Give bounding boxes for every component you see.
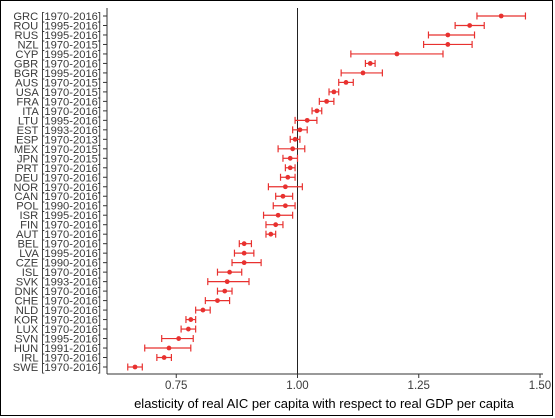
- estimate-point: [287, 155, 293, 161]
- y-tick-label: DEU [1970-2016]: [15, 172, 101, 184]
- estimate-point: [222, 288, 228, 294]
- estimate-point: [343, 80, 349, 85]
- estimate-point: [275, 212, 281, 218]
- estimate-point: [367, 61, 373, 66]
- y-tick-label: PRT [1970-2016]: [16, 163, 101, 175]
- y-tick-label: HUN [1991-2016]: [14, 343, 101, 355]
- y-tick-label: CHE [1970-2016]: [15, 296, 101, 308]
- estimate-point: [166, 345, 172, 351]
- y-tick-label: LTU [1995-2016]: [18, 115, 101, 127]
- y-tick-label: AUT [1970-2016]: [16, 229, 101, 241]
- y-tick-label: GRC [1970-2016]: [13, 11, 101, 23]
- y-tick-label: FIN [1970-2016]: [20, 220, 101, 232]
- y-tick-label: KOR [1970-2016]: [14, 315, 101, 327]
- y-tick-label: EST [1993-2016]: [17, 125, 101, 137]
- estimate-point: [324, 98, 329, 104]
- estimate-point: [200, 307, 206, 313]
- estimate-point: [285, 174, 291, 180]
- axis-layer: 0.75 1.00 1.25 1.50: [103, 8, 551, 392]
- estimate-point: [132, 364, 138, 370]
- y-tick-label: ITA [1970-2016]: [22, 106, 101, 118]
- estimate-point: [314, 108, 320, 114]
- x-tick-label: 1.50: [529, 380, 551, 392]
- y-tick-label: BEL [1970-2016]: [17, 239, 101, 251]
- y-tick-label: NZL [1970-2015]: [17, 39, 101, 51]
- estimate-point: [185, 326, 191, 332]
- y-tick-label: USA [1970-2015]: [16, 87, 101, 99]
- y-tick-label: RUS [1995-2016]: [15, 30, 101, 42]
- y-tick-label: FRA [1970-2016]: [16, 96, 101, 108]
- y-tick-label: LUX [1970-2016]: [16, 324, 101, 336]
- x-axis-title: elasticity of real AIC per capita with r…: [134, 396, 515, 411]
- y-tick-label: CZE [1990-2016]: [16, 258, 101, 270]
- estimate-point: [161, 355, 167, 360]
- estimate-point: [241, 260, 247, 266]
- point-layer: [132, 13, 504, 370]
- estimate-point: [290, 146, 296, 152]
- y-tick-label: SVN [1995-2016]: [15, 334, 101, 346]
- estimate-point: [445, 32, 451, 38]
- y-tick-label: NOR [1970-2016]: [13, 182, 101, 194]
- estimate-point: [241, 250, 247, 256]
- estimate-point: [282, 184, 288, 190]
- y-tick-label: LVA [1995-2016]: [19, 248, 101, 260]
- estimate-point: [467, 23, 473, 28]
- x-tick-label: 1.25: [408, 380, 430, 392]
- x-tick-label: 0.75: [165, 380, 187, 392]
- y-tick-label: ESP [1970-2013]: [16, 134, 101, 146]
- y-tick-label: NLD [1970-2016]: [16, 305, 101, 317]
- y-tick-label: BGR [1995-2016]: [14, 68, 101, 80]
- estimate-point: [224, 279, 230, 285]
- estimate-point: [445, 42, 451, 47]
- estimate-point: [215, 298, 220, 303]
- estimate-point: [241, 241, 247, 247]
- estimate-point: [176, 336, 182, 341]
- y-tick-label: IRL [1970-2016]: [21, 353, 101, 365]
- y-tick-label: AUS [1970-2015]: [15, 77, 101, 89]
- y-tick-label: SWE [1970-2016]: [13, 362, 101, 374]
- estimate-point: [282, 203, 288, 209]
- y-tick-label: DNK [1970-2016]: [15, 286, 101, 298]
- x-tick-label: 1.00: [286, 380, 308, 392]
- estimate-point: [273, 222, 279, 228]
- y-tick-label: POL [1990-2016]: [16, 201, 101, 213]
- y-tick-label: JPN [1970-2015]: [17, 153, 101, 165]
- y-tick-label: ROU [1995-2016]: [13, 20, 101, 32]
- y-tick-label: CAN [1970-2016]: [15, 191, 101, 203]
- y-tick-label: ISL [1970-2016]: [22, 267, 101, 279]
- y-tick-label: ISR [1995-2016]: [20, 210, 101, 222]
- estimate-point: [297, 127, 303, 133]
- estimate-point: [304, 117, 310, 123]
- y-label-layer: GRC [1970-2016]ROU [1995-2016]RUS [1995-…: [13, 11, 101, 374]
- y-tick-label: MEX [1970-2015]: [14, 144, 101, 156]
- estimate-point: [292, 136, 298, 142]
- estimate-point: [498, 13, 504, 19]
- error-bar-layer: [127, 12, 527, 371]
- estimate-point: [227, 269, 233, 275]
- y-tick-label: SVK [1993-2016]: [16, 277, 101, 289]
- estimate-point: [331, 89, 337, 95]
- y-tick-label: CYP [1995-2016]: [15, 49, 101, 61]
- estimate-point: [188, 317, 194, 322]
- estimate-point: [360, 70, 366, 76]
- y-tick-label: GBR [1970-2016]: [14, 58, 101, 70]
- estimate-point: [394, 51, 400, 57]
- estimate-point: [268, 231, 274, 237]
- estimate-point: [287, 165, 293, 171]
- estimate-point: [280, 193, 286, 199]
